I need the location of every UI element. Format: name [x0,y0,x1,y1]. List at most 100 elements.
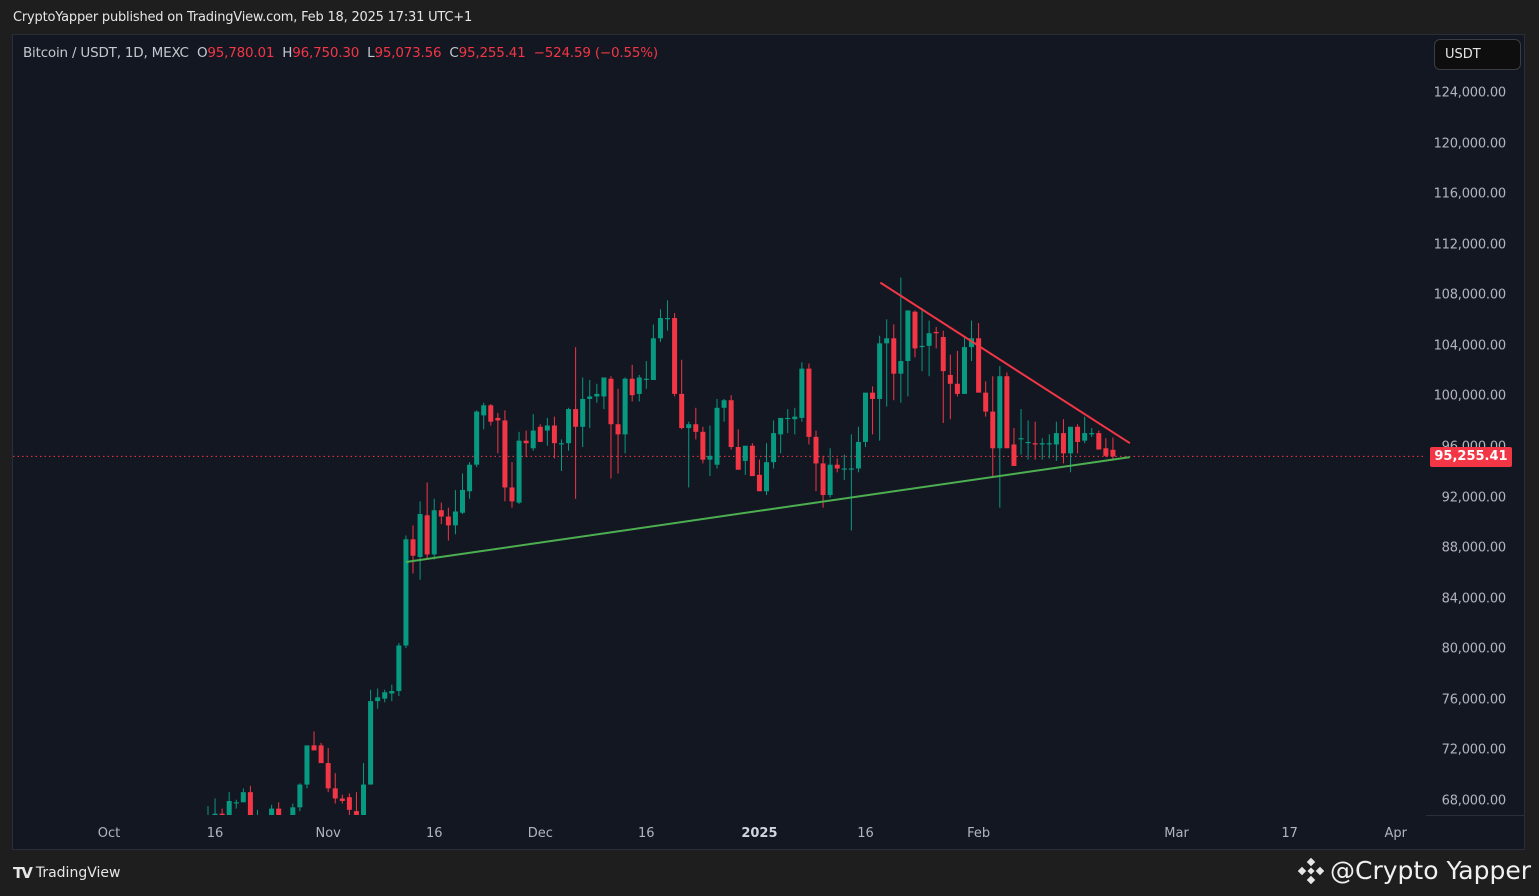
candle-body [919,345,925,348]
candle-body [1046,443,1052,445]
resistance-trendline[interactable] [879,281,1131,445]
candle-body [551,425,557,444]
time-tick-label: Oct [97,826,121,841]
candle-body [269,808,275,815]
price-tick-label: 116,000.00 [1433,186,1507,202]
candle-body [452,511,458,526]
candle-body [382,692,388,699]
candle-body [240,792,246,803]
candle-body [686,424,692,429]
candle-body [884,338,890,344]
candle-body [813,436,819,464]
symbol-legend: Bitcoin / USDT, 1D, MEXC O95,780.01 H96,7… [23,45,658,61]
candle-body [756,474,762,492]
time-tick-label: Apr [1384,826,1407,841]
candle-body [1025,441,1031,444]
open-label: O [196,45,208,61]
candle-body [226,801,232,815]
symbol-title[interactable]: Bitcoin / USDT, 1D, MEXC [23,45,189,61]
candle-body [891,338,897,374]
tradingview-logo-icon: TV [13,864,33,882]
candle-body [304,745,310,785]
candle-body [1053,433,1059,445]
close-label: C [449,45,459,61]
candle-body [276,808,282,815]
low-label: L [367,45,375,61]
currency-button[interactable]: USDT [1434,39,1521,70]
candle-body [926,333,932,346]
candle-body [431,510,437,555]
candle-body [976,338,982,393]
candle-body [474,411,480,465]
candle-body [410,539,416,556]
candle-body [375,697,381,702]
chart-pane[interactable] [12,34,1525,850]
candle-body [806,368,812,437]
candle-body [608,378,614,425]
published-by-line: CryptoYapper published on TradingView.co… [13,10,473,25]
open-value: 95,780.01 [207,45,275,61]
candle-body [735,447,741,470]
high-value: 96,750.30 [292,45,360,61]
candle-body [855,441,861,469]
price-tick-label: 124,000.00 [1433,85,1507,101]
candle-body [983,392,989,412]
candle-body [933,331,939,334]
candle-body [424,515,430,555]
candle-body [346,797,352,810]
candle-body [1110,449,1116,457]
price-tick-label: 108,000.00 [1433,287,1507,303]
candle-body [629,378,635,396]
candle-body [1060,433,1066,454]
last-price-label: 95,255.41 [1430,447,1512,467]
time-tick-label: 2025 [741,826,778,841]
price-tick-label: 112,000.00 [1433,237,1507,253]
candle-body [954,383,960,394]
candle-body [516,440,522,503]
candle-body [1068,426,1074,454]
candle-body [672,318,678,394]
candle-body [700,431,706,460]
candle-body [445,516,451,526]
price-tick-label: 80,000.00 [1441,641,1507,657]
candle-body [905,310,911,362]
candle-body [1039,443,1045,445]
candle-body [870,392,876,399]
change-value: −524.59 (−0.55%) [533,45,659,61]
price-tick-label: 72,000.00 [1441,742,1507,758]
price-tick-label: 100,000.00 [1433,388,1507,404]
tradingview-logo[interactable]: TV TradingView [13,864,120,882]
candle-body [339,798,345,801]
time-tick-label: Mar [1164,826,1189,841]
candle-body [728,400,734,447]
candle-body [636,377,642,394]
price-tick-label: 92,000.00 [1441,490,1507,506]
candle-body [961,347,967,394]
time-tick-label: 16 [425,826,443,841]
time-axis[interactable]: Oct 16 Nov 16 Dec 16 2025 16 Feb Mar 17 Apr [12,816,1426,850]
candle-body [969,338,975,348]
candle-body [1011,444,1017,466]
candle-body [834,464,840,469]
candle-body [827,464,833,496]
candle-body [502,420,508,488]
candle-body [714,407,720,465]
price-axis[interactable]: 124,000.00 120,000.00 116,000.00 112,000.00… [1426,34,1524,816]
candle-body [495,417,501,421]
candle-body [997,376,1003,449]
support-trendline[interactable] [405,456,1131,564]
candle-body [403,539,409,646]
watermark-text: @Crypto Yapper [1330,856,1531,885]
price-tick-label: 104,000.00 [1433,338,1507,354]
time-tick-label: 16 [638,826,655,841]
candle-body [212,813,218,815]
candle-body [848,468,854,470]
time-tick-label: 16 [206,826,224,841]
candle-body [785,417,791,420]
axis-separator [1426,815,1524,816]
candle-body [799,368,805,418]
candle-body [544,425,550,431]
candle-body [1096,433,1102,450]
candle-body [219,813,225,815]
